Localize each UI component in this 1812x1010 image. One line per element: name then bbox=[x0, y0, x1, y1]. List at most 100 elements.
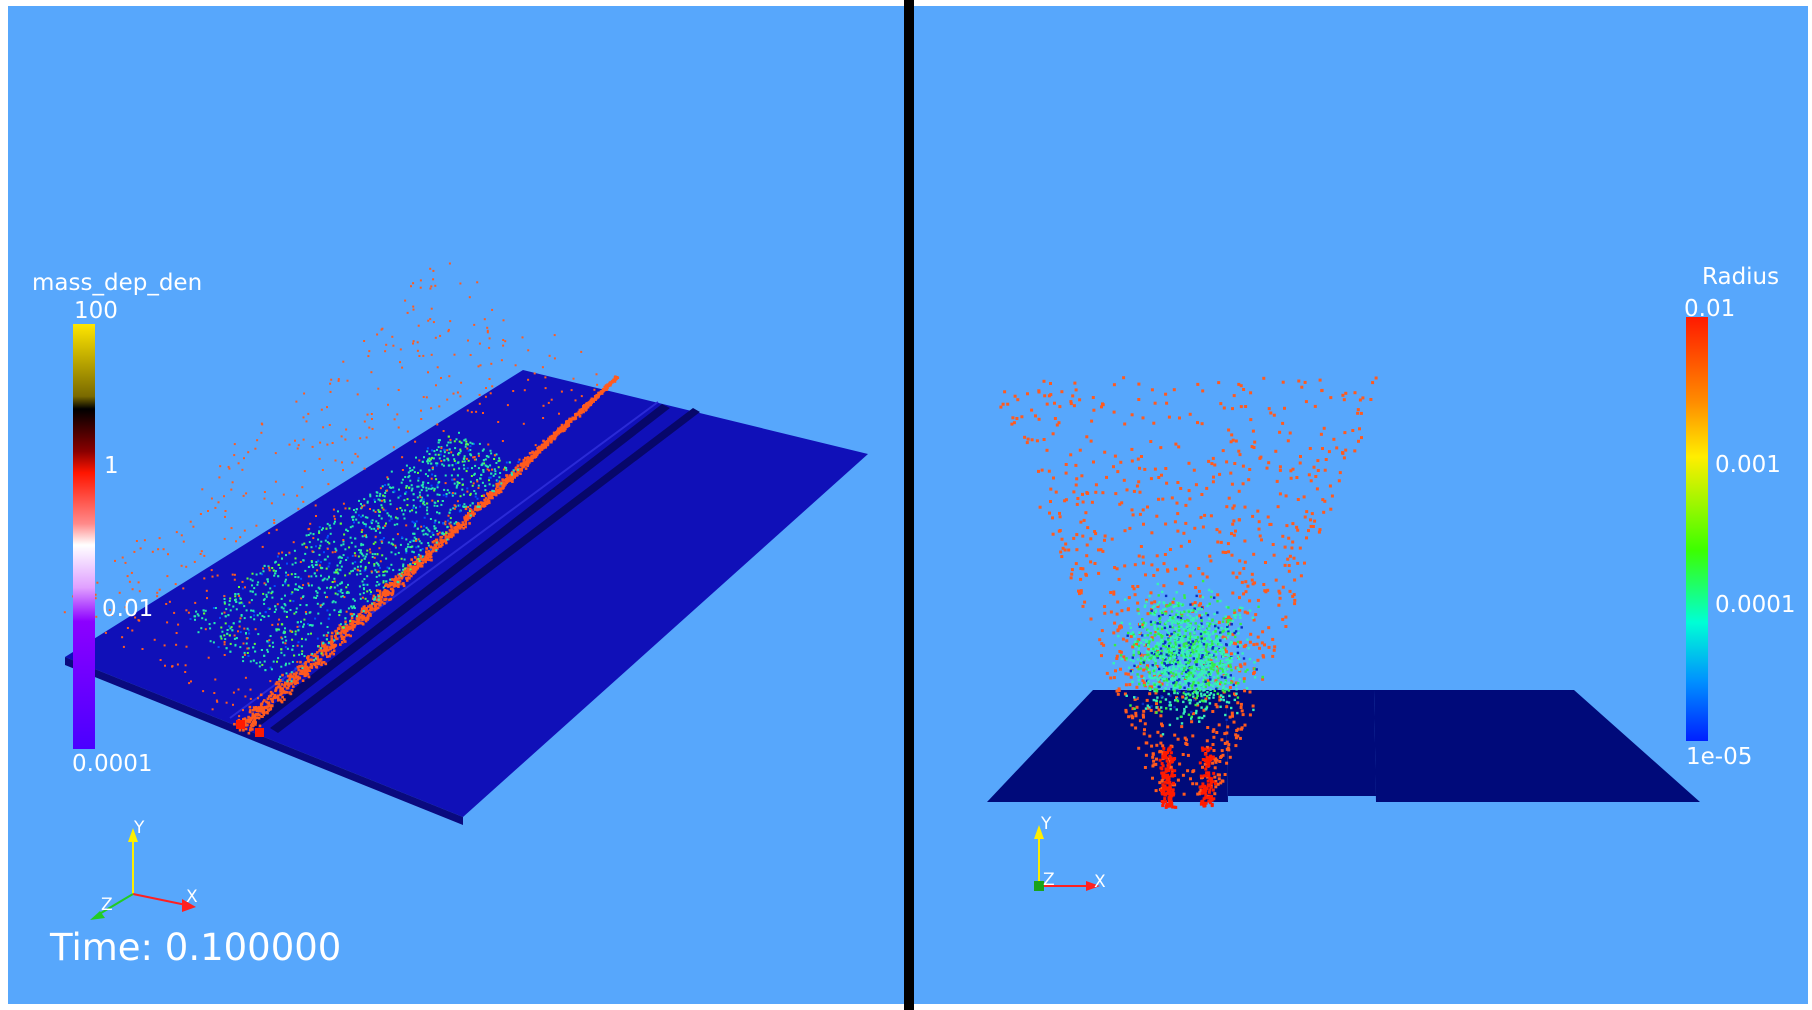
particle bbox=[1183, 667, 1186, 670]
particle bbox=[1180, 672, 1183, 675]
particle bbox=[1113, 454, 1117, 458]
particle bbox=[211, 708, 214, 711]
particle bbox=[1274, 449, 1278, 453]
particle bbox=[440, 377, 442, 379]
particle bbox=[272, 569, 275, 572]
particle bbox=[1223, 669, 1227, 672]
particle bbox=[330, 378, 333, 381]
particle bbox=[547, 437, 550, 441]
particle bbox=[436, 462, 439, 465]
particle bbox=[502, 339, 505, 341]
particle bbox=[1178, 610, 1181, 613]
particle bbox=[385, 557, 388, 560]
particle bbox=[312, 533, 315, 536]
particle bbox=[326, 626, 329, 628]
particle bbox=[360, 542, 363, 545]
particle bbox=[1169, 548, 1172, 551]
particle bbox=[1232, 614, 1235, 617]
particle bbox=[351, 515, 354, 518]
particle bbox=[289, 599, 292, 602]
particle bbox=[1234, 635, 1237, 639]
particle bbox=[470, 475, 473, 477]
left-scene[interactable] bbox=[8, 6, 904, 1004]
particle bbox=[1085, 435, 1089, 439]
particle bbox=[432, 457, 435, 460]
particle bbox=[259, 706, 263, 710]
particle bbox=[397, 585, 400, 588]
particle bbox=[384, 584, 387, 588]
particle bbox=[1109, 591, 1113, 594]
particle bbox=[1160, 722, 1163, 726]
particle bbox=[288, 552, 291, 555]
particle bbox=[1219, 755, 1223, 759]
particle bbox=[238, 715, 241, 718]
particle bbox=[317, 662, 321, 665]
particle bbox=[94, 597, 97, 600]
particle bbox=[502, 468, 505, 471]
particle bbox=[458, 452, 460, 454]
particle bbox=[283, 698, 286, 701]
particle bbox=[251, 712, 255, 715]
particle bbox=[266, 697, 270, 701]
particle bbox=[251, 590, 254, 593]
particle bbox=[412, 340, 415, 343]
particle bbox=[407, 564, 410, 567]
particle bbox=[1152, 698, 1155, 702]
particle bbox=[442, 430, 445, 432]
particle bbox=[1155, 743, 1159, 747]
particle bbox=[476, 480, 479, 483]
particle bbox=[616, 376, 620, 379]
particle bbox=[382, 586, 385, 589]
particle bbox=[1204, 637, 1207, 640]
particle bbox=[411, 550, 414, 553]
particle bbox=[1150, 685, 1154, 689]
particle bbox=[1134, 645, 1137, 648]
particle bbox=[418, 564, 421, 567]
particle bbox=[1175, 591, 1178, 594]
particle bbox=[1298, 461, 1302, 465]
particle bbox=[261, 545, 264, 548]
particle bbox=[271, 567, 274, 569]
particle bbox=[452, 507, 455, 510]
render-view-right[interactable]: Radius 0.01 0.001 0.0001 1e-05 Y X Z bbox=[914, 6, 1808, 1004]
particle bbox=[1151, 606, 1154, 609]
particle bbox=[1196, 702, 1199, 705]
particle bbox=[1079, 577, 1083, 581]
particle bbox=[1141, 508, 1145, 512]
particle bbox=[1131, 670, 1134, 673]
particle bbox=[164, 664, 166, 667]
particle bbox=[431, 449, 434, 452]
particle bbox=[377, 509, 380, 512]
particle bbox=[1162, 641, 1165, 645]
particle bbox=[284, 582, 287, 585]
particle bbox=[586, 405, 590, 409]
particle bbox=[450, 451, 453, 454]
particle bbox=[380, 601, 384, 604]
particle bbox=[104, 631, 107, 634]
render-view-left[interactable]: mass_dep_den 100 1 0.01 0.0001 Y X Z Tim… bbox=[8, 6, 904, 1004]
particle bbox=[408, 467, 411, 470]
particle bbox=[307, 660, 310, 663]
particle bbox=[1307, 473, 1311, 477]
particle-base bbox=[255, 728, 264, 737]
particle bbox=[371, 427, 374, 430]
particle bbox=[282, 641, 285, 644]
particle bbox=[1142, 522, 1145, 526]
view-splitter[interactable] bbox=[904, 0, 914, 1010]
particle bbox=[273, 521, 276, 524]
particle bbox=[128, 580, 131, 583]
particle bbox=[367, 355, 370, 358]
particle bbox=[1225, 718, 1228, 721]
particle bbox=[364, 555, 367, 558]
particle bbox=[1175, 613, 1178, 616]
particle bbox=[502, 484, 506, 487]
particle bbox=[1224, 663, 1228, 666]
particle bbox=[1141, 555, 1145, 559]
particle bbox=[505, 461, 508, 464]
particle bbox=[1224, 673, 1228, 676]
particle bbox=[385, 343, 388, 346]
particle bbox=[428, 469, 431, 472]
right-scene[interactable] bbox=[914, 6, 1808, 1004]
particle bbox=[299, 561, 302, 563]
particle bbox=[467, 513, 470, 517]
